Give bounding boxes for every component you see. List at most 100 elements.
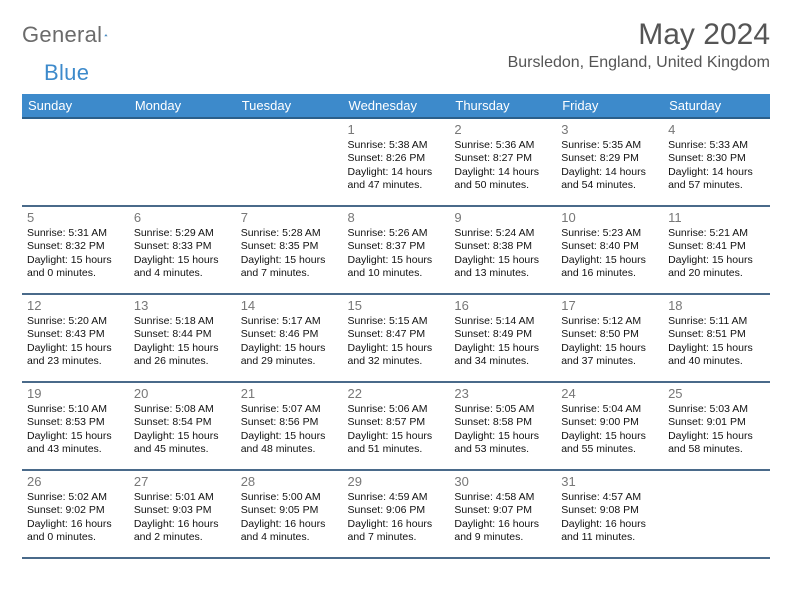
- sunset-text: Sunset: 8:29 PM: [561, 152, 658, 165]
- calendar-cell: 4Sunrise: 5:33 AMSunset: 8:30 PMDaylight…: [663, 118, 770, 206]
- daylight2-text: and 20 minutes.: [668, 267, 765, 280]
- weekday-header: Monday: [129, 94, 236, 118]
- day-number: 31: [561, 474, 658, 490]
- daylight2-text: and 43 minutes.: [27, 443, 124, 456]
- daylight2-text: and 10 minutes.: [348, 267, 445, 280]
- sunset-text: Sunset: 8:54 PM: [134, 416, 231, 429]
- daylight2-text: and 11 minutes.: [561, 531, 658, 544]
- weekday-header: Tuesday: [236, 94, 343, 118]
- daylight1-text: Daylight: 15 hours: [134, 430, 231, 443]
- sunset-text: Sunset: 8:27 PM: [454, 152, 551, 165]
- daylight1-text: Daylight: 15 hours: [668, 430, 765, 443]
- calendar-cell: 3Sunrise: 5:35 AMSunset: 8:29 PMDaylight…: [556, 118, 663, 206]
- day-number: 8: [348, 210, 445, 226]
- sunrise-text: Sunrise: 5:15 AM: [348, 315, 445, 328]
- daylight2-text: and 37 minutes.: [561, 355, 658, 368]
- sunrise-text: Sunrise: 5:07 AM: [241, 403, 338, 416]
- day-number: 6: [134, 210, 231, 226]
- daylight1-text: Daylight: 15 hours: [454, 254, 551, 267]
- daylight2-text: and 4 minutes.: [241, 531, 338, 544]
- sunrise-text: Sunrise: 5:38 AM: [348, 139, 445, 152]
- calendar-table: SundayMondayTuesdayWednesdayThursdayFrid…: [22, 94, 770, 559]
- calendar-cell: 25Sunrise: 5:03 AMSunset: 9:01 PMDayligh…: [663, 382, 770, 470]
- sunrise-text: Sunrise: 5:10 AM: [27, 403, 124, 416]
- sunrise-text: Sunrise: 5:28 AM: [241, 227, 338, 240]
- day-number: 12: [27, 298, 124, 314]
- calendar-row: 12Sunrise: 5:20 AMSunset: 8:43 PMDayligh…: [22, 294, 770, 382]
- brand-part2: Blue: [44, 60, 89, 85]
- calendar-cell: 15Sunrise: 5:15 AMSunset: 8:47 PMDayligh…: [343, 294, 450, 382]
- calendar-cell: 22Sunrise: 5:06 AMSunset: 8:57 PMDayligh…: [343, 382, 450, 470]
- sunrise-text: Sunrise: 5:00 AM: [241, 491, 338, 504]
- calendar-cell: 14Sunrise: 5:17 AMSunset: 8:46 PMDayligh…: [236, 294, 343, 382]
- day-number: 22: [348, 386, 445, 402]
- calendar-cell: 21Sunrise: 5:07 AMSunset: 8:56 PMDayligh…: [236, 382, 343, 470]
- day-number: 14: [241, 298, 338, 314]
- daylight2-text: and 9 minutes.: [454, 531, 551, 544]
- calendar-cell: 6Sunrise: 5:29 AMSunset: 8:33 PMDaylight…: [129, 206, 236, 294]
- sunset-text: Sunset: 8:49 PM: [454, 328, 551, 341]
- brand-part1: General: [22, 22, 102, 48]
- calendar-cell: 23Sunrise: 5:05 AMSunset: 8:58 PMDayligh…: [449, 382, 556, 470]
- day-number: 27: [134, 474, 231, 490]
- daylight1-text: Daylight: 15 hours: [348, 254, 445, 267]
- day-number: 26: [27, 474, 124, 490]
- calendar-cell: 18Sunrise: 5:11 AMSunset: 8:51 PMDayligh…: [663, 294, 770, 382]
- sunset-text: Sunset: 8:32 PM: [27, 240, 124, 253]
- calendar-row: 1Sunrise: 5:38 AMSunset: 8:26 PMDaylight…: [22, 118, 770, 206]
- daylight2-text: and 45 minutes.: [134, 443, 231, 456]
- sunset-text: Sunset: 8:56 PM: [241, 416, 338, 429]
- day-number: 30: [454, 474, 551, 490]
- calendar-cell: [22, 118, 129, 206]
- daylight1-text: Daylight: 16 hours: [454, 518, 551, 531]
- daylight1-text: Daylight: 15 hours: [134, 342, 231, 355]
- month-title: May 2024: [508, 18, 770, 52]
- day-number: 7: [241, 210, 338, 226]
- daylight2-text: and 16 minutes.: [561, 267, 658, 280]
- calendar-cell: 28Sunrise: 5:00 AMSunset: 9:05 PMDayligh…: [236, 470, 343, 558]
- sunrise-text: Sunrise: 5:02 AM: [27, 491, 124, 504]
- sunset-text: Sunset: 9:05 PM: [241, 504, 338, 517]
- daylight2-text: and 47 minutes.: [348, 179, 445, 192]
- calendar-cell: 7Sunrise: 5:28 AMSunset: 8:35 PMDaylight…: [236, 206, 343, 294]
- daylight1-text: Daylight: 14 hours: [454, 166, 551, 179]
- daylight1-text: Daylight: 16 hours: [241, 518, 338, 531]
- day-number: 29: [348, 474, 445, 490]
- daylight2-text: and 55 minutes.: [561, 443, 658, 456]
- calendar-cell: 29Sunrise: 4:59 AMSunset: 9:06 PMDayligh…: [343, 470, 450, 558]
- sunset-text: Sunset: 8:40 PM: [561, 240, 658, 253]
- weekday-header: Wednesday: [343, 94, 450, 118]
- sunset-text: Sunset: 9:01 PM: [668, 416, 765, 429]
- day-number: 18: [668, 298, 765, 314]
- sunrise-text: Sunrise: 5:12 AM: [561, 315, 658, 328]
- sunrise-text: Sunrise: 5:24 AM: [454, 227, 551, 240]
- calendar-cell: 16Sunrise: 5:14 AMSunset: 8:49 PMDayligh…: [449, 294, 556, 382]
- daylight1-text: Daylight: 15 hours: [134, 254, 231, 267]
- sunrise-text: Sunrise: 5:35 AM: [561, 139, 658, 152]
- sunrise-text: Sunrise: 4:58 AM: [454, 491, 551, 504]
- day-number: 24: [561, 386, 658, 402]
- sunset-text: Sunset: 8:38 PM: [454, 240, 551, 253]
- calendar-cell: 12Sunrise: 5:20 AMSunset: 8:43 PMDayligh…: [22, 294, 129, 382]
- day-number: 11: [668, 210, 765, 226]
- day-number: 10: [561, 210, 658, 226]
- day-number: 16: [454, 298, 551, 314]
- day-number: 5: [27, 210, 124, 226]
- sunset-text: Sunset: 8:41 PM: [668, 240, 765, 253]
- sunrise-text: Sunrise: 5:21 AM: [668, 227, 765, 240]
- calendar-cell: 17Sunrise: 5:12 AMSunset: 8:50 PMDayligh…: [556, 294, 663, 382]
- calendar-cell: [236, 118, 343, 206]
- sunrise-text: Sunrise: 5:08 AM: [134, 403, 231, 416]
- sunset-text: Sunset: 8:47 PM: [348, 328, 445, 341]
- weekday-header: Friday: [556, 94, 663, 118]
- daylight2-text: and 51 minutes.: [348, 443, 445, 456]
- daylight2-text: and 54 minutes.: [561, 179, 658, 192]
- sunset-text: Sunset: 8:44 PM: [134, 328, 231, 341]
- daylight1-text: Daylight: 16 hours: [561, 518, 658, 531]
- sunrise-text: Sunrise: 5:36 AM: [454, 139, 551, 152]
- daylight2-text: and 23 minutes.: [27, 355, 124, 368]
- sunrise-text: Sunrise: 5:01 AM: [134, 491, 231, 504]
- sail-icon: [104, 26, 108, 44]
- daylight1-text: Daylight: 15 hours: [668, 254, 765, 267]
- calendar-cell: 24Sunrise: 5:04 AMSunset: 9:00 PMDayligh…: [556, 382, 663, 470]
